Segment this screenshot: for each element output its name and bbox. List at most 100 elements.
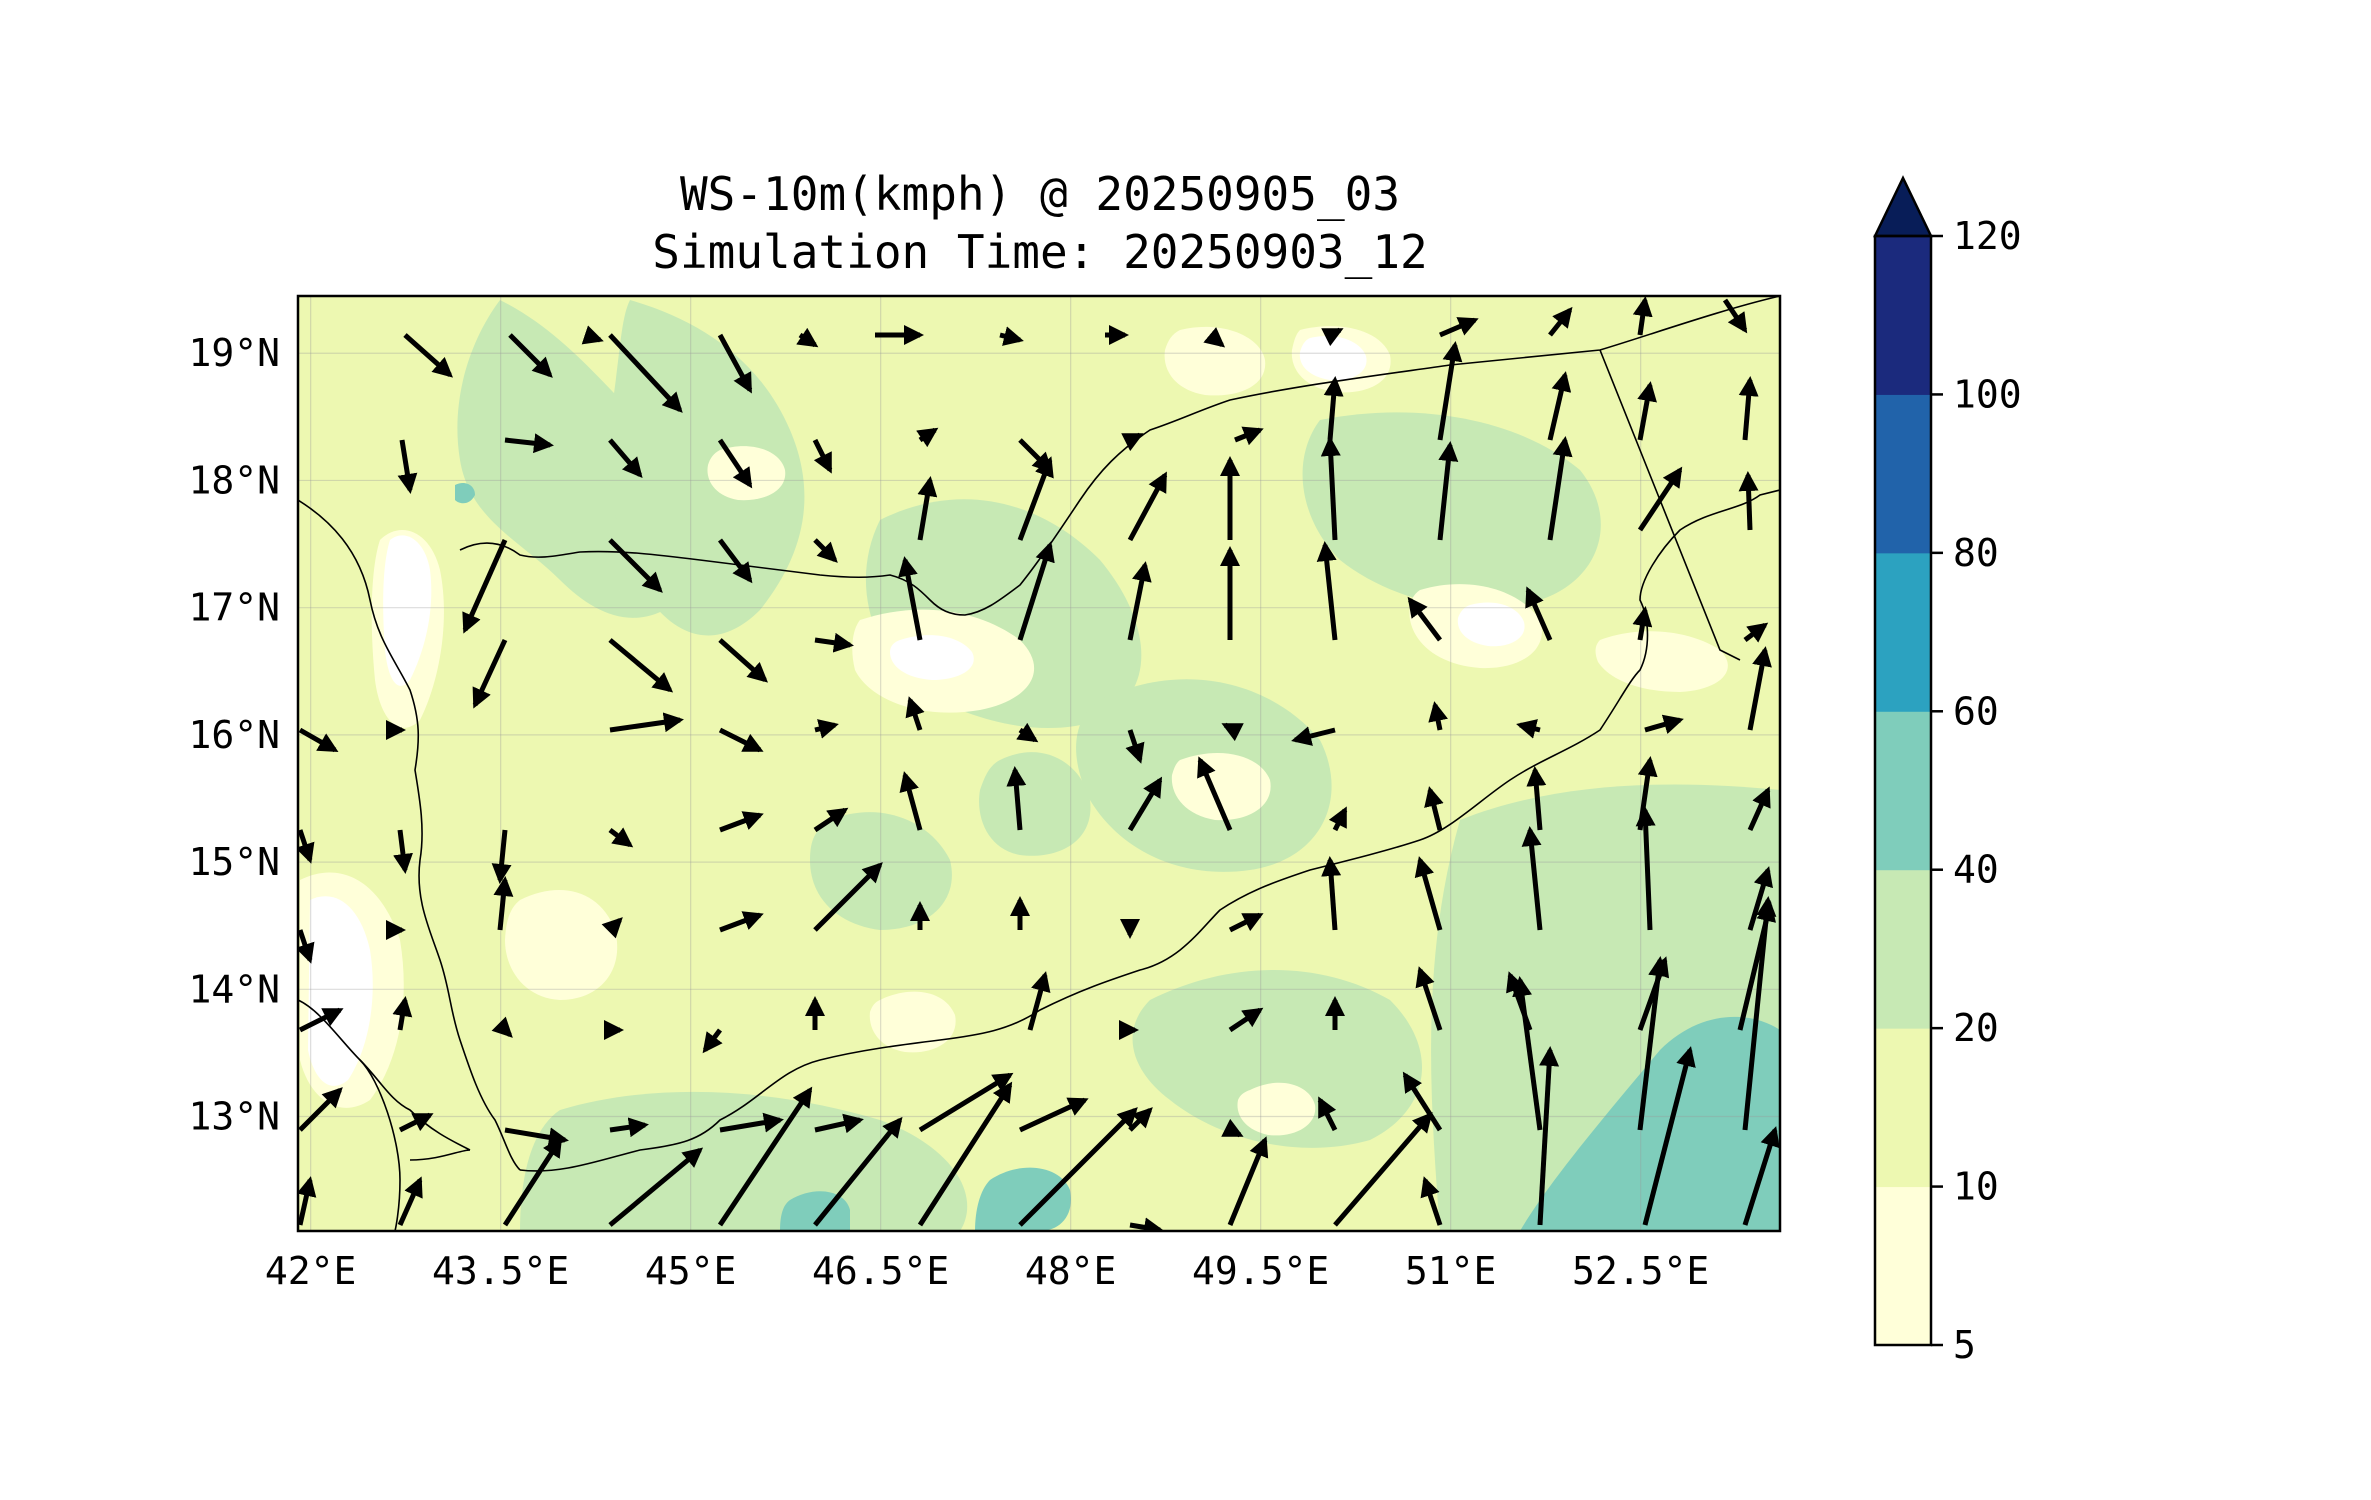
colorbar-ticks: 5 10 20 40 60 80 100 120: [1931, 214, 2022, 1367]
wind-vector-arrow: [398, 1112, 434, 1133]
colorbar-swatch: [1875, 1186, 1931, 1346]
x-tick-label: 48°E: [1025, 1249, 1117, 1293]
coastline-gulf-of-aden: [519, 489, 1780, 1172]
wind-vector-arrow: [1742, 1126, 1780, 1226]
wind-vector-arrow: [905, 696, 925, 731]
colorbar-frame: [1873, 234, 1933, 1347]
wind-vector-arrow: [1228, 912, 1264, 933]
wind-vector-arrow: [608, 638, 674, 693]
wind-vector-arrow: [814, 719, 839, 739]
colorbar-tick-label: 5: [1953, 1323, 1976, 1367]
y-tick-label: 13°N: [188, 1095, 280, 1139]
wind-vector-arrow: [719, 911, 764, 933]
wind-vector-arrow: [1127, 776, 1163, 832]
wind-vector-arrow: [397, 1176, 423, 1227]
wind-vector-arrow: [796, 327, 819, 348]
y-tick-label: 17°N: [188, 586, 280, 630]
x-tick-label: 45°E: [645, 1249, 737, 1293]
wind-vector-arrow: [298, 1176, 317, 1226]
contour-20-40: [1302, 412, 1601, 608]
contour-below-5: [383, 535, 432, 686]
wind-vector-arrow: [814, 1113, 864, 1134]
border-somalia: [409, 1149, 471, 1161]
colorbar-tick-label: 80: [1953, 531, 1999, 575]
wind-vector-arrow: [1228, 1007, 1264, 1033]
colorbar-extend-arrow: [1873, 175, 1933, 238]
wind-vector-arrow: [1548, 306, 1573, 337]
wind-vector-arrow: [813, 538, 838, 563]
wind-vector-arrow: [719, 811, 764, 833]
contour-40-60: [1520, 1016, 1780, 1231]
wind-vectors: [298, 296, 1780, 1231]
wind-vector-arrow: [491, 1016, 513, 1038]
wind-vector-arrow: [298, 727, 339, 753]
wind-vector-arrow: [1437, 341, 1463, 441]
colorbar-swatch: [1875, 1028, 1931, 1188]
wind-vector-arrow: [1635, 806, 1656, 931]
wind-vector-arrow: [717, 438, 753, 489]
wind-vector-arrow: [403, 333, 453, 378]
contour-below-5: [308, 896, 373, 1086]
colorbar-tick-label: 60: [1953, 689, 1999, 733]
y-tick-label: 15°N: [188, 840, 280, 884]
wind-vector-arrow: [1437, 441, 1459, 541]
chart-title: WS-10m(kmph) @ 20250905_03: [680, 167, 1400, 221]
contour-20-40: [1132, 970, 1423, 1148]
chart-subtitle: Simulation Time: 20250903_12: [652, 225, 1427, 279]
wind-vector-arrow: [1125, 729, 1145, 764]
wind-vector-arrow: [917, 1081, 1013, 1227]
contour-below-5: [1299, 336, 1367, 381]
wind-vector-arrow: [298, 1007, 344, 1033]
wind-vector-arrow: [472, 638, 508, 709]
wind-vector-arrow: [298, 929, 315, 964]
wind-vector-arrow: [1203, 327, 1226, 348]
colorbar-swatches: [1875, 236, 1931, 1346]
wind-vector-arrow: [1333, 1111, 1433, 1227]
wind-vector-arrow: [1407, 596, 1442, 642]
wind-vector-arrow: [717, 333, 753, 394]
wind-vector-arrow: [393, 829, 413, 874]
wind-vector-arrow: [298, 829, 315, 864]
wind-vector-arrow: [608, 438, 643, 479]
wind-vector-arrow: [1017, 541, 1055, 641]
border-djibouti: [359, 1059, 401, 1231]
colorbar-tick-label: 100: [1953, 372, 2022, 416]
map-area: [298, 296, 1780, 1231]
y-tick-label: 19°N: [188, 331, 280, 375]
wind-vector-arrow: [1637, 956, 1669, 1131]
wind-vector-arrow: [397, 439, 418, 494]
wind-vector-arrow: [609, 712, 684, 733]
wind-vector-arrow: [608, 827, 634, 848]
wind-vector-arrow: [608, 538, 663, 593]
wind-vector-arrow: [812, 438, 833, 474]
wind-vector-arrow: [1547, 436, 1573, 541]
wind-vector-arrow: [1414, 856, 1443, 931]
wind-vector-arrow: [718, 638, 768, 683]
wind-vector-arrow: [1747, 786, 1771, 832]
wind-vector-arrow: [601, 917, 623, 939]
contour-below-5: [1457, 602, 1525, 647]
wind-vector-arrow: [1747, 646, 1772, 731]
wind-vector-arrow: [1018, 1107, 1138, 1227]
x-tick-label: 46.5°E: [812, 1249, 949, 1293]
colorbar-swatch: [1875, 552, 1931, 712]
contour-5-10: [1595, 631, 1728, 692]
wind-vector-arrow: [1317, 1096, 1338, 1132]
colorbar-swatch: [1875, 869, 1931, 1029]
wind-vector-arrow: [1321, 327, 1344, 347]
wind-vector-arrow: [608, 333, 683, 413]
wind-vector-arrow: [1632, 606, 1653, 641]
wind-vector-arrow: [1537, 1046, 1560, 1226]
wind-vector-arrow: [392, 996, 413, 1031]
wind-vector-arrow: [1439, 317, 1479, 338]
coastline-red-sea: [298, 499, 521, 1171]
wind-vector-arrow: [1291, 726, 1336, 746]
wind-vector-arrow: [1644, 714, 1684, 735]
contour-5-10: [1164, 326, 1266, 396]
wind-vector-arrow: [491, 829, 512, 884]
wind-vector-arrow: [898, 556, 923, 641]
wind-vector-arrow: [1129, 1217, 1164, 1231]
y-tick-label: 18°N: [188, 458, 280, 502]
contour-40-60: [975, 1167, 1071, 1231]
wind-speed-contours: [300, 300, 1780, 1231]
